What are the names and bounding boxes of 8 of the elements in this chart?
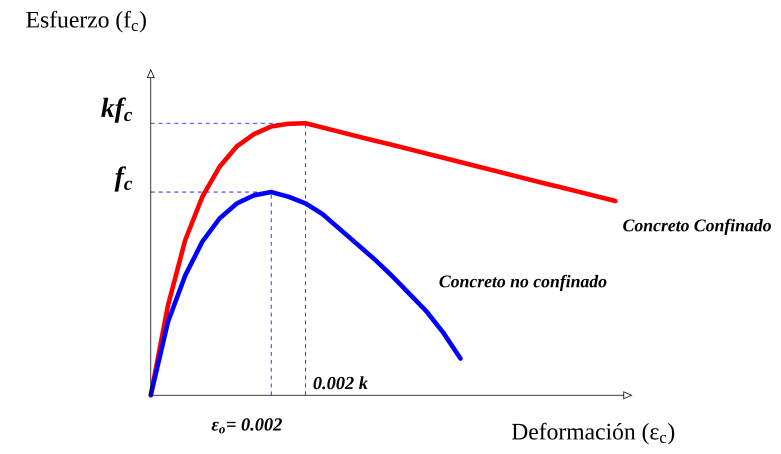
text: ε$_{o}$= 0.002 xyxy=(212,418,282,434)
y-axis-title: Esfuerzo (f$_{c}$) xyxy=(26,10,146,32)
x-axis-title: Deformación (ε$_{c}$) xyxy=(512,422,674,444)
ref-line-label: kf$_{c}$ xyxy=(101,97,132,123)
series-label: Concreto no confinado xyxy=(439,274,606,291)
ref-line-label: f$_{c}$ xyxy=(114,166,132,192)
series-label: Concreto Confinado xyxy=(623,218,771,235)
annotation: 0.002 k xyxy=(314,376,368,390)
